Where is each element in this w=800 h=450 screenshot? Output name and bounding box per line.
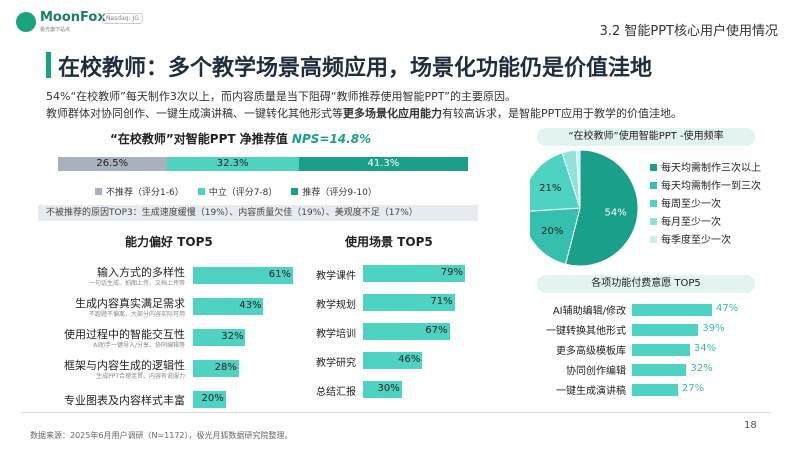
intro-line-1: 54%“在校教师”每天制作3次以上，而内容质量是当下阻碍“教师推荐使用智能PPT… [46,90,516,103]
pie-slice-0 [564,149,639,267]
scene-bar-2 [363,323,450,340]
logo-text: MoonFox [40,10,106,25]
pie-legend-swatch-2 [650,200,657,207]
ability-bar-1 [193,298,264,315]
pay-label-2: 更多高级模板库 [556,346,626,357]
pie-label-3: 4% [560,148,576,149]
nps-legend-item-0: 不推荐（评分1-6） [95,185,184,198]
pay-value-2: 34% [693,343,717,354]
ability-bar-2 [193,329,246,346]
nps-legend-item-2: 推荐（评分9-10） [291,185,377,198]
pie-legend-label-3: 每月至少一次 [661,215,721,228]
ability-label-3: 框架与内容生成的逻辑性 [64,359,185,372]
nps-segment-1: 32.3% [166,157,299,171]
pay-label-1: 一键转换其他形式 [546,326,626,337]
pie-label-0: 54% [605,208,627,219]
ability-sublabel-0: 一句话生成、拍图上传、文档上传等 [88,280,185,287]
ability-sublabel-2: AI助手一键导入/分享、协同编辑等 [93,342,185,349]
nps-chart-title: “在校教师”对智能PPT 净推荐值 NPS=14.8% [110,132,372,146]
scene-label-4: 总结汇报 [316,387,356,398]
frequency-chart-title: “在校教师”使用智能PPT -使用频率 [537,128,755,146]
ability-bar-3 [193,360,239,377]
pay-bar-0 [632,304,712,316]
ability-sublabel-3: 生成PPT合理连贯、内容有说服力 [96,373,185,380]
pay-value-4: 27% [681,383,705,394]
pie-legend-label-1: 每天均需制作一到三次 [661,179,761,192]
pie-legend-label-2: 每周至少一次 [661,197,721,210]
nps-legend-swatch-0 [95,188,102,195]
scene-value-2: 67% [425,325,448,336]
pay-bar-1 [632,324,699,336]
ability-label-0: 输入方式的多样性 [97,266,185,279]
nps-segment-2: 41.3% [298,157,468,171]
ability-value-3: 28% [214,362,237,373]
pay-label-4: 一键生成演讲稿 [556,386,626,397]
pay-label-3: 协同创作编辑 [566,366,626,377]
nps-legend-item-1: 中立（评分7-8） [197,185,278,198]
ability-bar-4 [193,391,226,408]
scene-value-1: 71% [430,296,453,307]
scene-value-0: 79% [440,267,463,278]
logo-subtext: 极光旗下站点 [40,27,71,33]
pie-slice-4 [575,149,581,209]
pay-chart-title: 各项功能付费意愿 TOP5 [537,275,755,293]
scene-value-4: 30% [377,383,400,394]
pay-label-0: AI辅助编辑/修改 [552,306,626,317]
pay-value-3: 32% [690,363,713,374]
nps-legend-swatch-1 [197,188,205,195]
pay-value-1: 39% [702,323,725,334]
page-number: 18 [744,420,757,431]
reason-callout: 不被推荐的原因TOP3：生成速度缓慢（19%）、内容质量欠佳（19%）、美观度不… [38,205,478,221]
pay-bar-3 [632,364,687,376]
ability-value-4: 20% [201,393,224,404]
scene-label-0: 教学课件 [316,271,356,282]
pay-bar-4 [632,384,678,396]
pie-slice-1 [530,207,581,265]
ability-value-1: 43% [239,300,262,311]
page-headline: 在校教师：多个教学场景高频应用，场景化功能仍是价值洼地 [58,56,653,81]
pie-legend-swatch-1 [650,182,657,189]
section-title: 3.2 智能PPT核心用户使用情况 [599,24,778,39]
scene-value-3: 46% [398,354,421,365]
moonfox-logo-icon [16,12,36,32]
footer-divider [20,412,772,413]
intro-line-2: 教师群体对协同创作、一键生成演讲稿、一键转化其他形式等更多场景化应用能力有较高诉… [46,107,682,120]
pay-value-0: 47% [716,303,739,314]
ability-sublabel-1: 不跑题不偏离，大部分内容实际可用 [88,311,185,318]
ability-chart-title: 能力偏好 TOP5 [125,235,213,249]
pie-legend-label-4: 每季度至少一次 [661,233,731,246]
scene-bar-3 [363,352,423,369]
pie-legend-swatch-4 [650,236,657,243]
source-note: 数据来源：2025年6月用户调研（N=1172），极光月狐数据研究院整理。 [30,431,293,440]
scene-label-2: 教学培训 [316,329,356,340]
pie-label-1: 20% [541,226,563,237]
frequency-pie-chart: 54%20%21%4%1%每天均需制作三次以上每天均需制作一到三次每周至少一次每… [530,148,761,267]
ability-value-0: 61% [268,269,291,280]
ticker-badge: Nasdaq: JG [102,13,143,24]
nps-legend-label-2: 推荐（评分9-10） [302,188,377,198]
scene-label-1: 教学规划 [316,300,356,311]
pie-legend-swatch-0 [650,164,657,171]
nps-legend-label-1: 中立（评分7-8） [208,188,278,198]
ability-label-4: 专业图表及内容样式丰富 [64,394,185,407]
scene-bar-4 [363,381,402,398]
pie-legend-swatch-3 [650,218,657,225]
nps-segment-0: 26.5% [58,157,167,171]
pie-slice-2 [530,152,581,212]
pay-bar-2 [632,344,690,356]
headline-accent [46,52,51,78]
scene-bar-0 [363,265,465,282]
scene-bar-1 [363,294,455,311]
pie-legend-label-0: 每天均需制作三次以上 [661,161,761,174]
scene-chart-title: 使用场景 TOP5 [345,235,433,249]
pie-label-2: 21% [539,183,561,194]
nps-legend-swatch-2 [291,188,299,195]
ability-value-2: 32% [221,331,244,342]
scene-label-3: 教学研究 [316,358,356,369]
ability-bar-0 [193,267,293,284]
ability-label-2: 使用过程中的智能交互性 [64,328,185,341]
nps-legend-label-0: 不推荐（评分1-6） [106,188,184,198]
ability-label-1: 生成内容真实满足需求 [75,297,185,310]
nps-legend: 不推荐（评分1-6） 中立（评分7-8） 推荐（评分9-10） [95,185,377,198]
